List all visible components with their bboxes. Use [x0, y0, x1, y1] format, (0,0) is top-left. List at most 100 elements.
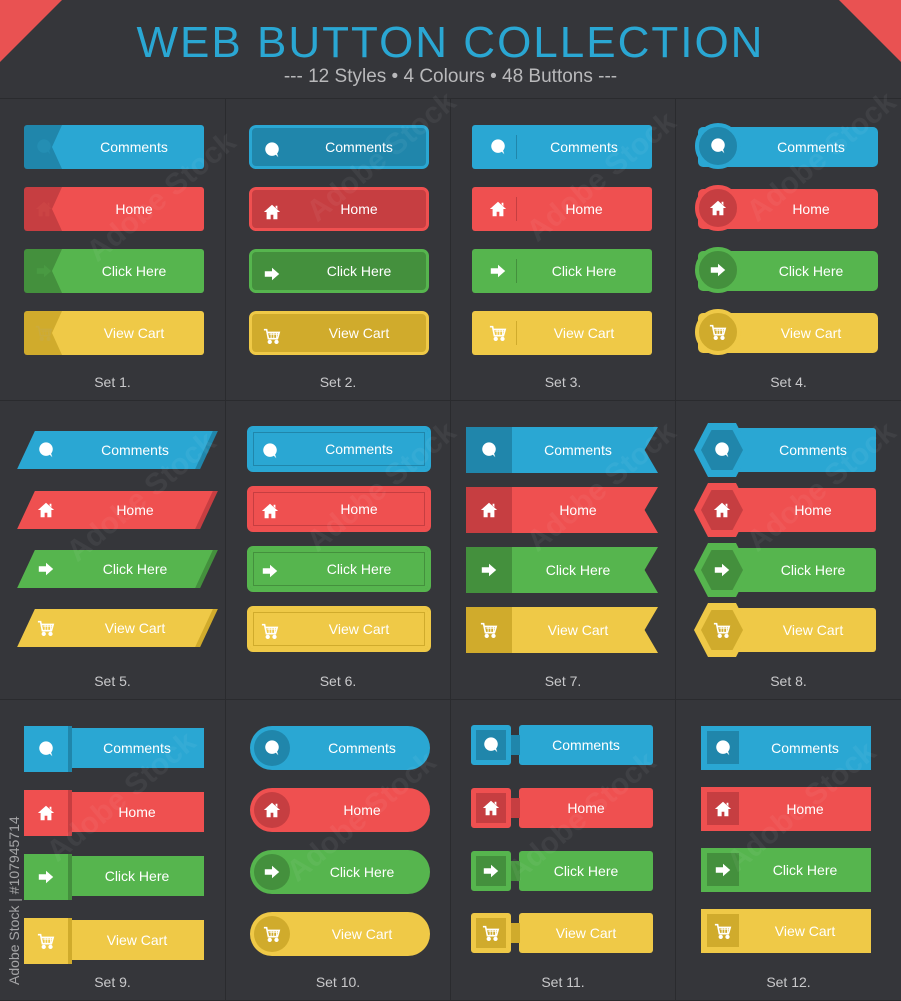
comment-icon [252, 128, 292, 172]
click-here-button[interactable]: Click Here [694, 543, 876, 597]
button-label: Home [340, 501, 378, 517]
button-label: Home [118, 804, 156, 820]
home-button[interactable]: Home [250, 788, 430, 832]
click-here-button[interactable]: Click Here [249, 249, 429, 293]
comment-icon [466, 427, 512, 473]
separator [516, 259, 517, 283]
button-label: Comments [544, 442, 612, 458]
view-cart-button[interactable]: View Cart [694, 603, 876, 657]
set-label: Set 11. [541, 974, 585, 990]
comments-button[interactable]: Comments [24, 726, 204, 772]
comments-button[interactable]: Comments [471, 725, 653, 765]
home-icon [478, 187, 518, 231]
button-set-11: Comments Home Click Here View Cart Set 11. [451, 700, 676, 1001]
click-here-button[interactable]: Click Here [24, 854, 204, 900]
click-here-button[interactable]: Click Here [247, 546, 431, 592]
comments-button[interactable]: Comments [701, 726, 871, 770]
home-icon [24, 187, 64, 231]
button-label: View Cart [104, 620, 166, 636]
home-button[interactable]: Home [695, 185, 878, 231]
click-here-button[interactable]: Click Here [701, 848, 871, 892]
button-label: Home [340, 201, 378, 217]
view-cart-button[interactable]: View Cart [471, 913, 653, 953]
button-label: Comments [771, 740, 839, 756]
home-button[interactable]: Home [17, 491, 213, 529]
button-label: Comments [550, 139, 618, 155]
button-label: Click Here [329, 864, 395, 880]
button-label: Click Here [104, 868, 170, 884]
corner-decoration-right [839, 0, 901, 62]
home-button[interactable]: Home [249, 187, 429, 231]
click-here-button[interactable]: Click Here [466, 547, 658, 593]
comments-button[interactable]: Comments [466, 427, 658, 473]
click-here-button[interactable]: Click Here [472, 249, 652, 293]
view-cart-button[interactable]: View Cart [17, 609, 213, 647]
comment-icon [694, 423, 750, 477]
comments-button[interactable]: Comments [250, 726, 430, 770]
home-button[interactable]: Home [701, 787, 871, 831]
home-button[interactable]: Home [24, 790, 204, 836]
view-cart-button[interactable]: View Cart [247, 606, 431, 652]
page-title: WEB BUTTON COLLECTION [136, 18, 765, 67]
click-here-button[interactable]: Click Here [695, 247, 878, 293]
button-label: Click Here [102, 561, 168, 577]
home-button[interactable]: Home [472, 187, 652, 231]
click-here-button[interactable]: Click Here [471, 851, 653, 891]
home-button[interactable]: Home [694, 483, 876, 537]
home-icon [26, 491, 66, 529]
cart-icon [471, 913, 511, 953]
comments-button[interactable]: Comments [695, 123, 878, 169]
set-label: Set 7. [544, 673, 582, 689]
home-button[interactable]: Home [466, 487, 658, 533]
button-set-4: Comments Home Click Here View Cart Set 4. [676, 99, 901, 401]
comments-button[interactable]: Comments [694, 423, 876, 477]
comment-icon [26, 431, 66, 469]
set-label: Set 8. [770, 673, 807, 689]
cart-icon [254, 916, 290, 952]
view-cart-button[interactable]: View Cart [24, 918, 204, 964]
click-here-button[interactable]: Click Here [250, 850, 430, 894]
cart-icon [252, 314, 292, 358]
cart-icon [24, 311, 64, 355]
chevron-divider [52, 311, 62, 355]
view-cart-button[interactable]: View Cart [472, 311, 652, 355]
arrow-right-icon [26, 550, 66, 588]
cart-icon [478, 311, 518, 355]
view-cart-button[interactable]: View Cart [250, 912, 430, 956]
view-cart-button[interactable]: View Cart [466, 607, 658, 653]
button-label: View Cart [553, 325, 615, 341]
comments-button[interactable]: Comments [24, 125, 204, 169]
comments-button[interactable]: Comments [17, 431, 213, 469]
home-icon [695, 185, 741, 231]
home-button[interactable]: Home [247, 486, 431, 532]
view-cart-button[interactable]: View Cart [701, 909, 871, 953]
separator [516, 321, 517, 345]
connector [510, 735, 520, 755]
comments-button[interactable]: Comments [249, 125, 429, 169]
click-here-button[interactable]: Click Here [24, 249, 204, 293]
comments-button[interactable]: Comments [472, 125, 652, 169]
cart-icon [466, 607, 512, 653]
button-label: Click Here [326, 263, 392, 279]
home-button[interactable]: Home [471, 788, 653, 828]
button-label: Comments [101, 442, 169, 458]
button-label: View Cart [328, 325, 390, 341]
comment-icon [707, 731, 739, 764]
view-cart-button[interactable]: View Cart [249, 311, 429, 355]
view-cart-button[interactable]: View Cart [24, 311, 204, 355]
click-here-button[interactable]: Click Here [17, 550, 213, 588]
button-label: Home [567, 800, 605, 816]
set-label: Set 1. [94, 374, 131, 390]
home-icon [466, 487, 512, 533]
arrow-right-icon [252, 252, 292, 296]
view-cart-button[interactable]: View Cart [695, 309, 878, 355]
arrow-right-icon [478, 249, 518, 293]
home-icon [24, 790, 68, 836]
set-label: Set 10. [315, 974, 361, 990]
button-label: Comments [552, 737, 620, 753]
button-label: Home [565, 201, 603, 217]
home-button[interactable]: Home [24, 187, 204, 231]
button-sets-grid: Comments Home Click Here View Cart Set 1. Com… [0, 98, 901, 1001]
home-icon [694, 483, 750, 537]
comments-button[interactable]: Comments [247, 426, 431, 472]
